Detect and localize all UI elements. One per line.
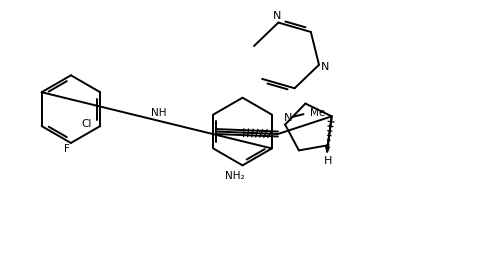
Text: N: N	[272, 11, 281, 21]
Text: H: H	[324, 156, 332, 166]
Text: NH₂: NH₂	[226, 171, 245, 181]
Text: N: N	[321, 62, 330, 72]
Text: N: N	[284, 113, 292, 123]
Text: NH: NH	[152, 108, 167, 118]
Text: Me: Me	[310, 108, 325, 118]
Text: F: F	[64, 144, 70, 155]
Text: Cl: Cl	[81, 119, 92, 129]
